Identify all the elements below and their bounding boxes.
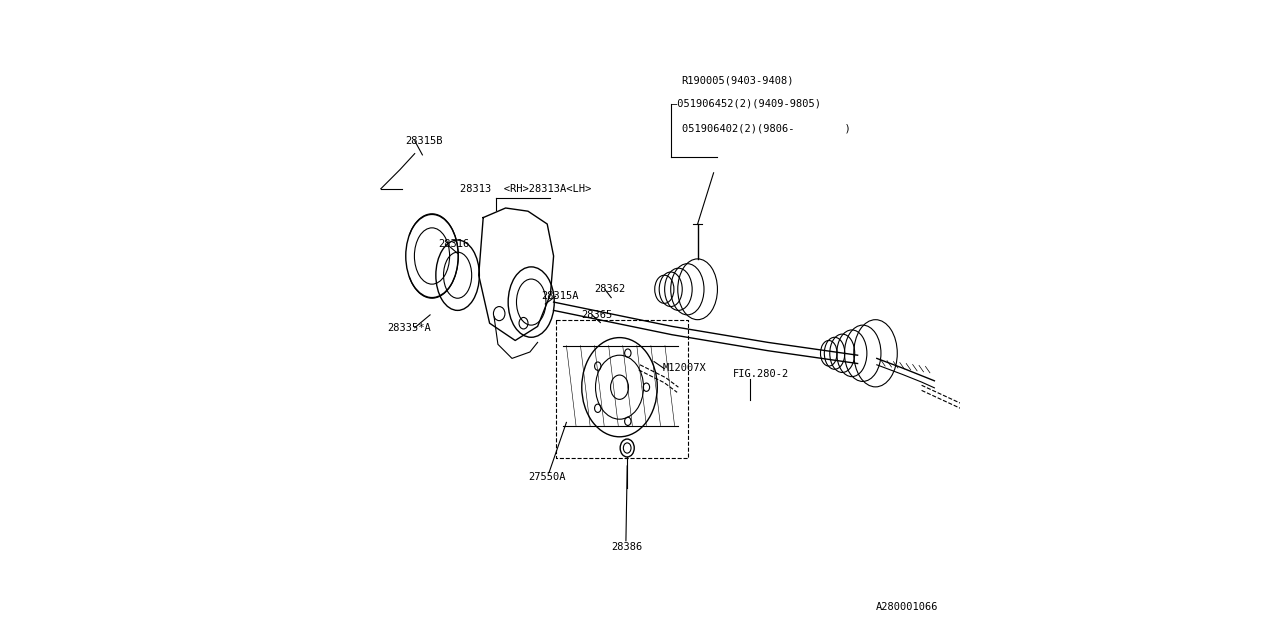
Text: 28315A: 28315A	[540, 291, 579, 301]
Text: A280001066: A280001066	[876, 602, 938, 612]
Text: —051906452(2)(9409-9805): —051906452(2)(9409-9805)	[671, 99, 820, 109]
Text: 28315B: 28315B	[404, 136, 443, 146]
Text: 28365: 28365	[581, 310, 612, 320]
Text: 28335*A: 28335*A	[387, 323, 431, 333]
Text: FIG.280-2: FIG.280-2	[732, 369, 788, 380]
Text: 051906402(2)(9806-        ): 051906402(2)(9806- )	[681, 123, 850, 133]
Text: R190005(9403-9408): R190005(9403-9408)	[681, 75, 794, 85]
Text: 27550A: 27550A	[529, 472, 566, 482]
Text: 28386: 28386	[612, 542, 643, 552]
Text: M12007X: M12007X	[663, 363, 707, 373]
Text: 28316: 28316	[438, 239, 470, 250]
Text: 28313  <RH>28313A<LH>: 28313 <RH>28313A<LH>	[460, 184, 591, 194]
Text: 28362: 28362	[594, 284, 625, 294]
